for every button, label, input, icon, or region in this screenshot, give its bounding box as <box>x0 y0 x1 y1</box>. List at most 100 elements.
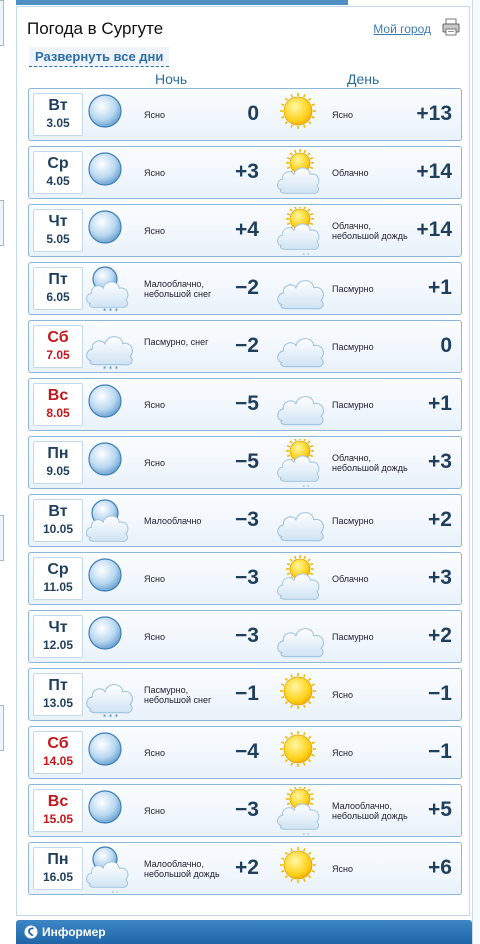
night-temperature: +4 <box>235 218 259 241</box>
day-condition: Пасмурно <box>332 516 374 526</box>
night-condition: Малооблачно <box>144 516 202 526</box>
day-of-week: Ср <box>47 561 69 578</box>
day-condition: Облачно <box>332 168 369 178</box>
widget-header: Погода в Сургуте Мой город <box>27 17 461 41</box>
forecast-row[interactable]: Чт 5.05 Ясно +4 ˌ ˌ Облачно, небольшой д… <box>28 204 462 257</box>
night-temperature: −2 <box>235 276 259 299</box>
cloud-icon <box>277 512 324 542</box>
day-temperature: +13 <box>416 102 452 125</box>
day-temperature: +3 <box>428 450 452 473</box>
svg-text:* * *: * * * <box>103 713 118 719</box>
date-box: Ср 11.05 <box>33 557 83 600</box>
night-temperature: 0 <box>247 102 259 125</box>
night-temperature: −1 <box>235 682 259 705</box>
left-edge-tab <box>0 515 4 561</box>
sun-cloud-icon <box>277 555 320 600</box>
date-box: Вс 15.05 <box>33 789 83 832</box>
date: 11.05 <box>43 580 73 594</box>
forecast-row[interactable]: Ср 11.05 Ясно −3 Облачно +3 <box>28 552 462 605</box>
day-temperature: +3 <box>428 566 452 589</box>
moon-icon <box>88 558 122 592</box>
sun-cloud-rain-icon: ˌ ˌ <box>277 439 320 487</box>
moon-cloud-icon <box>86 499 129 542</box>
day-temperature: +6 <box>428 856 452 879</box>
day-condition: Облачно, небольшой дождь <box>332 221 408 241</box>
day-temperature: +5 <box>428 798 452 821</box>
night-temperature: −3 <box>235 508 259 531</box>
forecast-row[interactable]: Вс 8.05 Ясно −5 Пасмурно +1 <box>28 378 462 431</box>
forecast-row[interactable]: Вт 10.05 Малооблачно −3 Пасмурно +2 <box>28 494 462 547</box>
expand-all-days-link[interactable]: Развернуть все дни <box>29 47 170 67</box>
day-temperature: 0 <box>440 334 452 357</box>
forecast-row[interactable]: Пт 13.05 * * * Пасмурно, небольшой снег … <box>28 668 462 721</box>
moon-icon <box>88 94 122 128</box>
day-condition: Ясно <box>332 690 353 700</box>
column-header-night: Ночь <box>155 71 188 87</box>
my-city-link[interactable]: Мой город <box>373 22 431 36</box>
cloud-icon <box>277 338 324 368</box>
moon-icon <box>88 152 122 186</box>
forecast-row[interactable]: Чт 12.05 Ясно −3 Пасмурно +2 <box>28 610 462 663</box>
night-condition: Ясно <box>144 574 165 584</box>
date: 12.05 <box>42 638 74 652</box>
day-temperature: +2 <box>428 624 452 647</box>
date: 4.05 <box>46 174 70 188</box>
forecast-row[interactable]: Сб 14.05 Ясно −4 Ясно −1 <box>28 726 462 779</box>
date-box: Вт 10.05 <box>33 499 83 542</box>
sun-icon <box>280 93 316 129</box>
svg-text:* * *: * * * <box>103 307 118 313</box>
night-condition: Ясно <box>144 226 165 236</box>
sun-icon <box>280 847 316 883</box>
forecast-row[interactable]: Вт 3.05 Ясно 0 Ясно +13 <box>28 88 462 141</box>
date-box: Сб 7.05 <box>33 325 83 368</box>
forecast-row[interactable]: Пн 9.05 Ясно −5 ˌ ˌ Облачно, небольшой д… <box>28 436 462 489</box>
night-temperature: −5 <box>235 392 259 415</box>
day-of-week: Пт <box>48 677 68 694</box>
date-box: Сб 14.05 <box>33 731 83 774</box>
left-edge-tab <box>0 0 4 46</box>
forecast-row[interactable]: Ср 4.05 Ясно +3 Облачно +14 <box>28 146 462 199</box>
day-of-week: Ср <box>47 155 69 172</box>
day-of-week: Вс <box>47 793 69 810</box>
svg-text:ˌ ˌ: ˌ ˌ <box>303 248 309 255</box>
date: 14.05 <box>42 754 74 768</box>
day-temperature: +14 <box>416 160 452 183</box>
date-box: Пт 13.05 <box>33 673 83 716</box>
svg-text:ˌ ˌ: ˌ ˌ <box>303 480 309 487</box>
night-condition: Ясно <box>144 806 165 816</box>
left-page-edge <box>0 0 14 944</box>
night-temperature: +2 <box>235 856 259 879</box>
day-temperature: +1 <box>428 392 452 415</box>
day-of-week: Вт <box>48 97 68 114</box>
date-box: Вс 8.05 <box>33 383 83 426</box>
date-box: Чт 12.05 <box>33 615 83 658</box>
night-condition: Ясно <box>144 168 165 178</box>
print-icon[interactable] <box>441 17 461 37</box>
night-temperature: −4 <box>235 740 259 763</box>
day-of-week: Сб <box>47 735 69 752</box>
date: 5.05 <box>46 232 70 246</box>
night-condition: Ясно <box>144 400 165 410</box>
date: 7.05 <box>46 348 70 362</box>
sun-cloud-rain-icon: ˌ ˌ <box>277 207 320 255</box>
night-condition: Малооблачно, небольшой снег <box>144 279 212 299</box>
sun-cloud-rain-icon: ˌ ˌ <box>277 787 320 835</box>
moon-cloud-snow-icon: * * * <box>86 266 129 313</box>
weather-widget: Погода в Сургуте Мой город Развернуть вс… <box>16 6 470 916</box>
day-of-week: Пн <box>47 851 69 868</box>
night-condition: Ясно <box>144 458 165 468</box>
date-box: Пт 6.05 <box>33 267 83 310</box>
date-box: Пн 9.05 <box>33 441 83 484</box>
informer-bar[interactable]: Информер <box>16 920 472 944</box>
day-of-week: Пн <box>47 445 69 462</box>
date-box: Вт 3.05 <box>33 93 83 136</box>
forecast-row[interactable]: Пт 6.05 * * * Малооблачно, небольшой сне… <box>28 262 462 315</box>
day-of-week: Чт <box>48 213 68 230</box>
forecast-row[interactable]: Сб 7.05 * * * Пасмурно, снег −2 Пасмурно… <box>28 320 462 373</box>
moon-icon <box>88 442 122 476</box>
forecast-row[interactable]: Вс 15.05 Ясно −3 ˌ ˌ Малооблачно, неболь… <box>28 784 462 837</box>
sun-cloud-icon <box>277 149 320 194</box>
page-title: Погода в Сургуте <box>27 19 164 38</box>
forecast-row[interactable]: Пн 16.05 ˌ ˌ Малооблачно, небольшой дожд… <box>28 842 462 895</box>
day-temperature: +1 <box>428 276 452 299</box>
